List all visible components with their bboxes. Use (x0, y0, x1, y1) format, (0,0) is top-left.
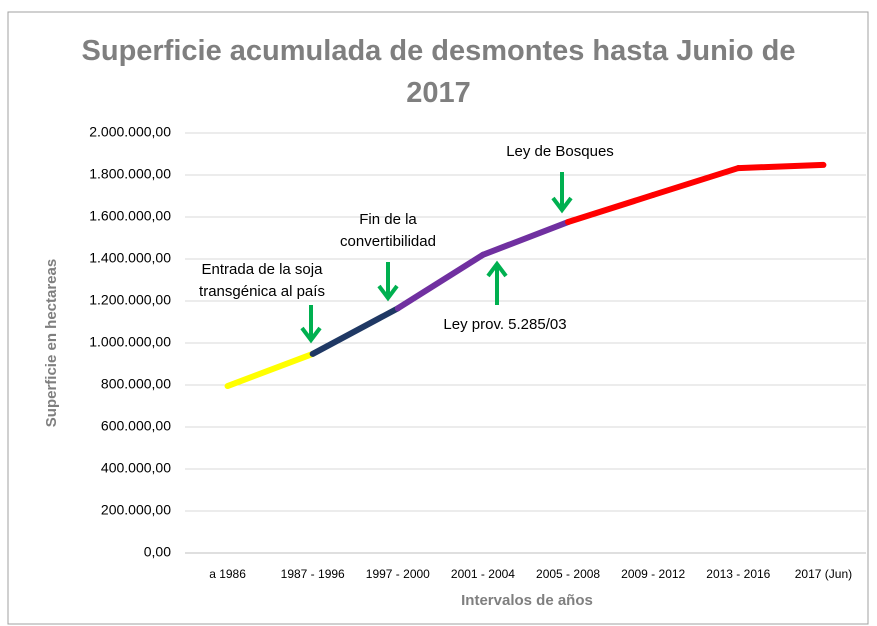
line-segment (309, 305, 401, 357)
x-tick-label: 2009 - 2012 (621, 567, 685, 581)
annotation-text: Entrada de la soja (202, 261, 324, 278)
line-segment (224, 350, 316, 390)
annotation-arrow (377, 262, 399, 302)
x-tick-label: 2017 (Jun) (795, 567, 852, 581)
x-tick-label: a 1986 (209, 567, 246, 581)
annotation-arrow (300, 305, 322, 344)
x-tick-label: 2013 - 2016 (706, 567, 770, 581)
annotation-arrow (486, 260, 508, 305)
x-tick-label: 2001 - 2004 (451, 567, 515, 581)
y-tick-label: 1.800.000,00 (89, 166, 171, 182)
x-tick-label: 1987 - 1996 (281, 567, 345, 581)
y-tick-label: 600.000,00 (101, 418, 171, 434)
line-segment (565, 191, 657, 226)
y-tick-label: 800.000,00 (101, 376, 171, 392)
y-tick-label: 0,00 (144, 544, 171, 560)
y-tick-label: 200.000,00 (101, 502, 171, 518)
line-segment (479, 219, 572, 258)
y-tick-label: 1.000.000,00 (89, 334, 171, 350)
chart-title: Superficie acumulada de desmontes hasta … (81, 35, 796, 109)
annotation-text: transgénica al país (199, 283, 325, 300)
y-tick-label: 1.400.000,00 (89, 250, 171, 266)
x-axis-label: Intervalos de años (461, 592, 593, 609)
y-tick-label: 400.000,00 (101, 460, 171, 476)
y-tick-label: 2.000.000,00 (89, 124, 171, 140)
frame (7, 11, 869, 625)
x-tick-label: 2005 - 2008 (536, 567, 600, 581)
annotation-text: Ley de Bosques (506, 143, 614, 160)
annotation-text: convertibilidad (340, 233, 436, 250)
y-tick-label: 1.600.000,00 (89, 208, 171, 224)
y-tick-label: 1.200.000,00 (89, 292, 171, 308)
line-segment (735, 161, 827, 172)
x-tick-label: 1997 - 2000 (366, 567, 430, 581)
y-axis-label: Superficie en hectareas (43, 259, 60, 427)
line-segment (650, 165, 742, 198)
annotation-arrow (551, 172, 573, 214)
annotation-text: Ley prov. 5.285/03 (443, 316, 566, 333)
line-segment (394, 251, 486, 312)
annotation-text: Fin de la (359, 211, 417, 228)
